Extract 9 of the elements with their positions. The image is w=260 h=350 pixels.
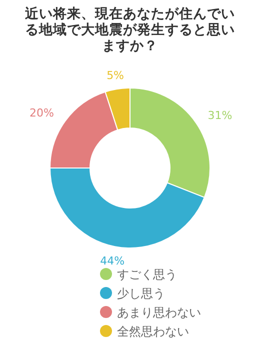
title: 近い将来、現在あなたが住んでいる地域で大地震が発生すると思いますか？ [25, 6, 235, 54]
data-label: 20% [30, 106, 54, 120]
legend-label: 全然思わない [117, 324, 189, 338]
data-label: 31% [208, 109, 232, 122]
legend-label: あまり思わない [117, 306, 201, 320]
data-label: 5% [106, 69, 124, 82]
legend-label: すごく思う [117, 268, 177, 282]
data-label: 44% [100, 254, 125, 268]
legend-label: 少し思う [117, 286, 165, 300]
